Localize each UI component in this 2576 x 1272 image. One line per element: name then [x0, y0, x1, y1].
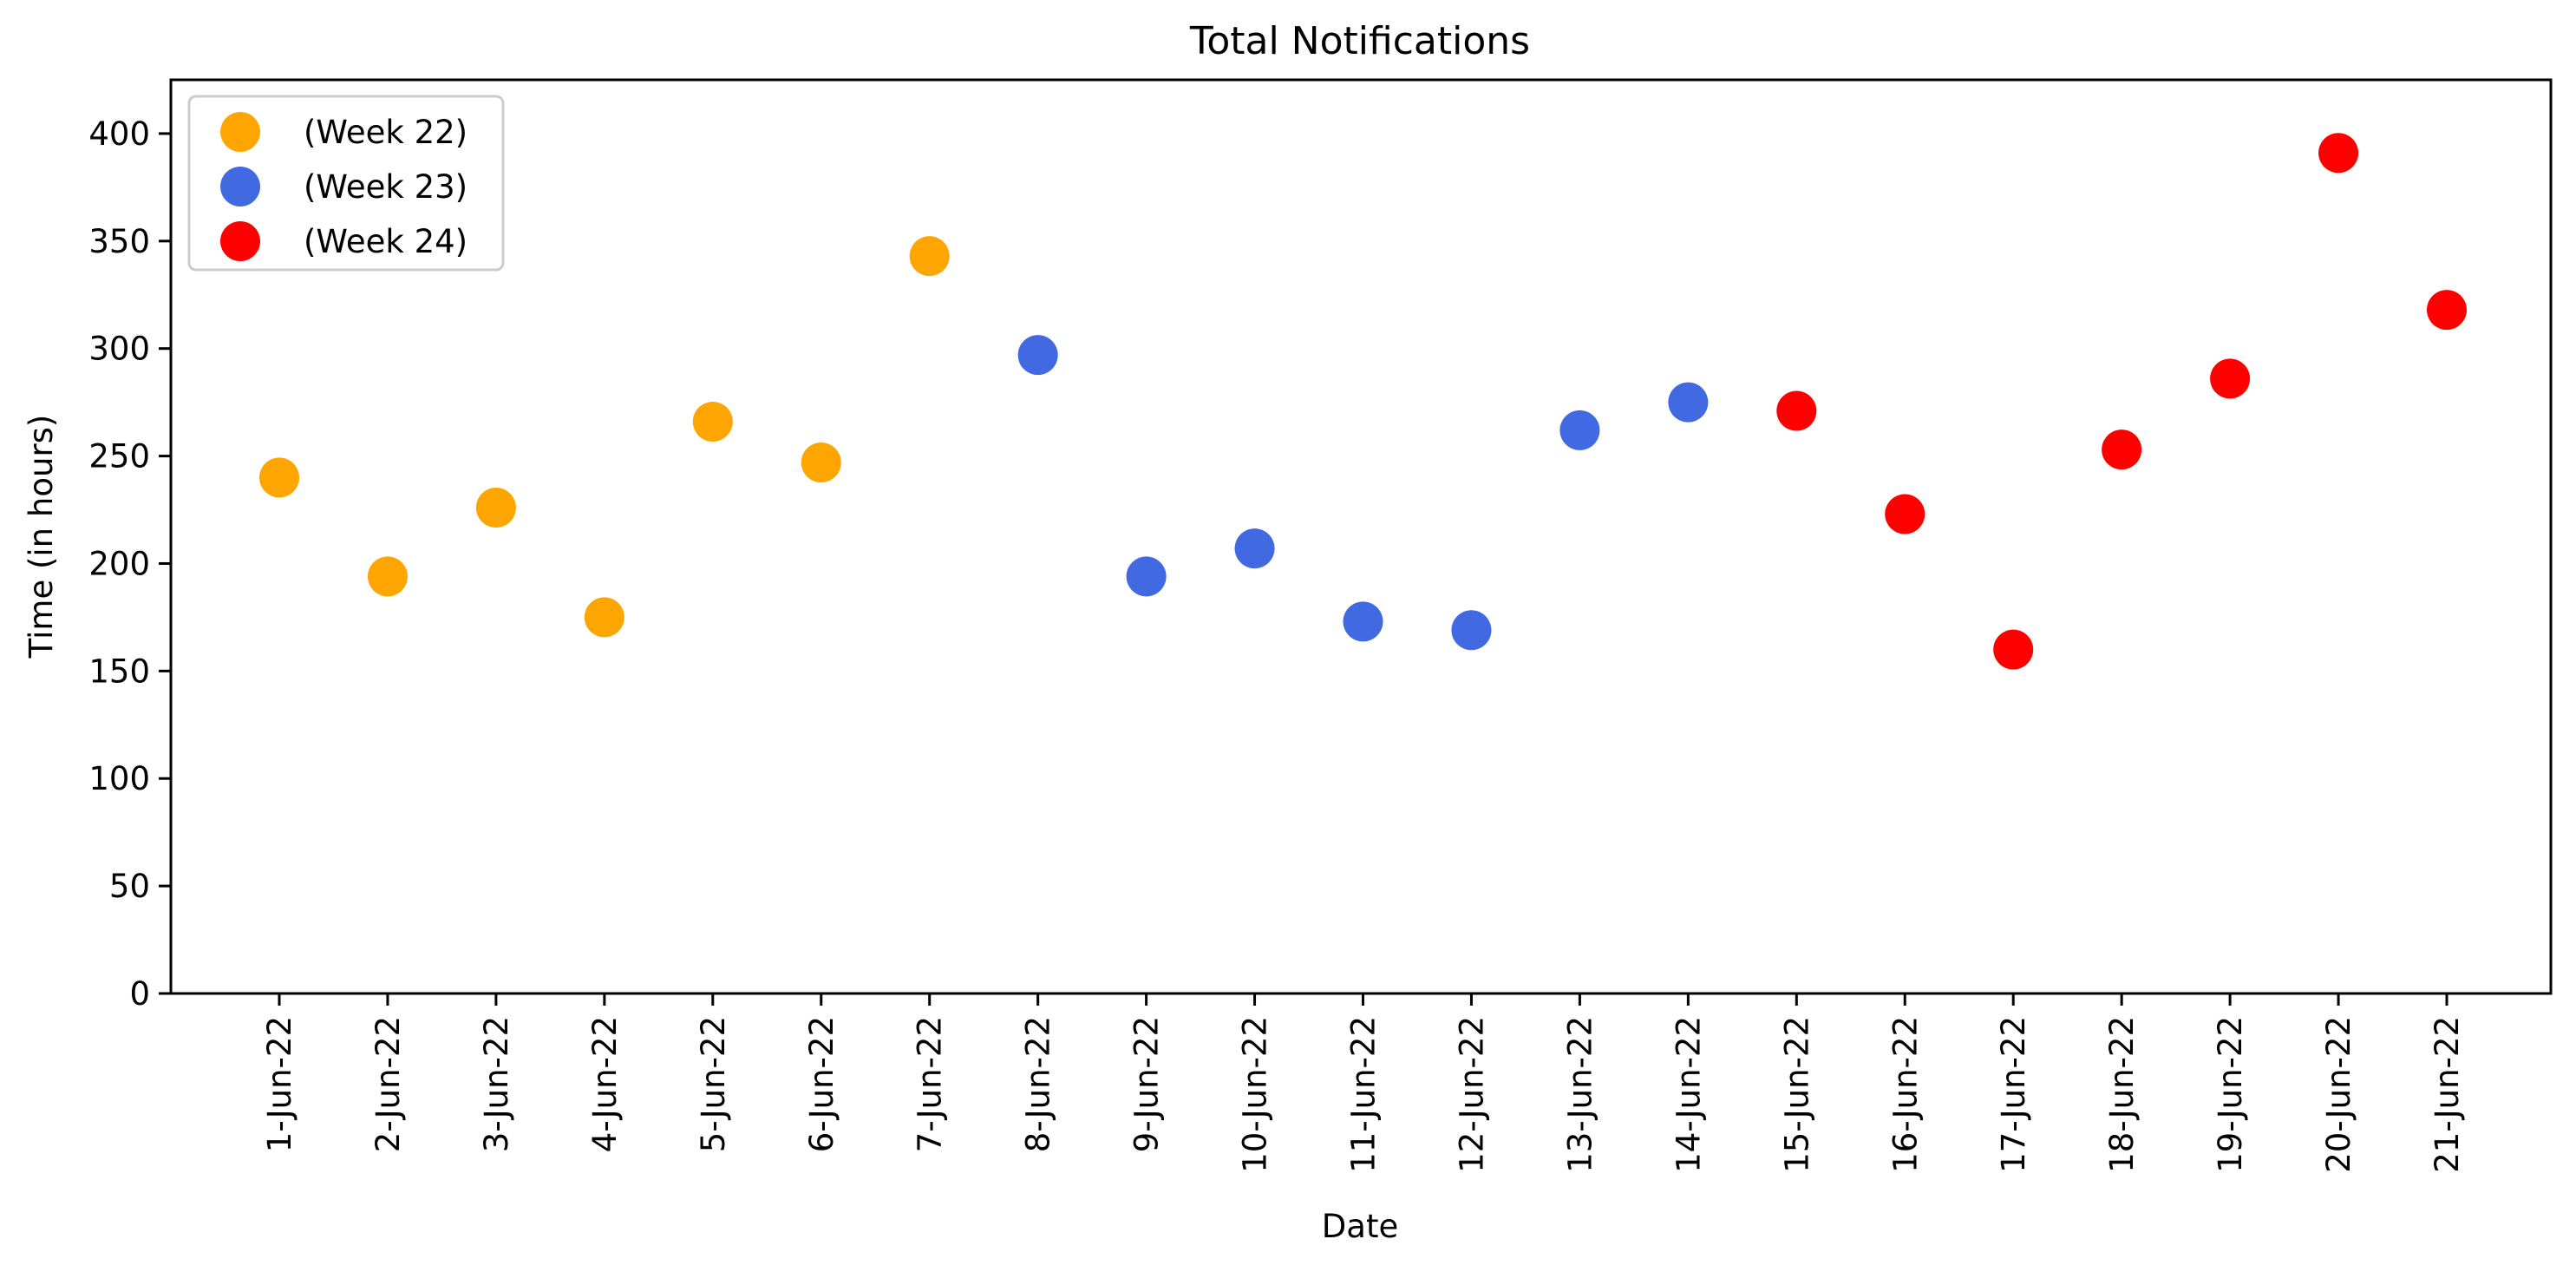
y-tick-label: 400: [88, 115, 150, 153]
x-tick-label: 1-Jun-22: [261, 1016, 298, 1152]
x-tick-label: 4-Jun-22: [586, 1016, 624, 1152]
x-tick-label: 12-Jun-22: [1453, 1016, 1490, 1173]
x-axis-label: Date: [1322, 1208, 1398, 1245]
chart-title: Total Notifications: [1189, 19, 1530, 63]
data-point: [909, 236, 950, 277]
y-tick-label: 100: [88, 760, 150, 797]
data-point: [1776, 390, 1817, 431]
y-axis-ticks: 0 50 100 150 200 250 300 350 400: [88, 115, 171, 1013]
y-tick-label: 0: [129, 975, 150, 1013]
data-point: [2210, 358, 2251, 399]
x-tick-label: 11-Jun-22: [1345, 1016, 1383, 1173]
y-tick-label: 200: [88, 545, 150, 582]
data-points: [259, 133, 2467, 670]
x-tick-label: 2-Jun-22: [369, 1016, 407, 1152]
data-point: [801, 443, 841, 483]
x-tick-label: 18-Jun-22: [2103, 1016, 2141, 1173]
data-point: [1017, 335, 1058, 376]
x-tick-label: 21-Jun-22: [2429, 1016, 2466, 1173]
x-tick-label: 3-Jun-22: [478, 1016, 515, 1152]
legend-marker: [220, 221, 260, 261]
legend-label: (Week 22): [304, 114, 467, 151]
x-tick-label: 14-Jun-22: [1670, 1016, 1707, 1173]
y-tick-label: 350: [88, 223, 150, 260]
x-tick-label: 17-Jun-22: [1995, 1016, 2032, 1173]
y-tick-label: 50: [109, 868, 150, 905]
legend-marker: [220, 112, 260, 152]
legend: (Week 22) (Week 23) (Week 24): [187, 95, 505, 272]
x-tick-label: 19-Jun-22: [2212, 1016, 2249, 1173]
y-axis-label: Time (in hours): [23, 415, 60, 659]
x-tick-label: 9-Jun-22: [1128, 1016, 1166, 1152]
data-point: [259, 457, 299, 498]
legend-marker: [220, 167, 260, 207]
x-tick-label: 16-Jun-22: [1886, 1016, 1924, 1173]
data-point: [1993, 629, 2034, 670]
data-point: [475, 488, 516, 528]
data-point: [1559, 410, 1600, 450]
x-tick-label: 7-Jun-22: [912, 1016, 949, 1152]
data-point: [1668, 382, 1709, 423]
x-axis-ticks: 1-Jun-22 2-Jun-22 3-Jun-22 4-Jun-22 5-Jun-22…: [261, 993, 2466, 1173]
y-tick-label: 300: [88, 331, 150, 368]
plot-area-frame: [169, 78, 2553, 995]
x-tick-label: 20-Jun-22: [2320, 1016, 2357, 1173]
data-point: [1126, 556, 1167, 597]
y-tick-label: 250: [88, 438, 150, 475]
x-tick-label: 15-Jun-22: [1778, 1016, 1815, 1173]
data-point: [692, 401, 733, 442]
data-point: [1885, 494, 1925, 534]
x-tick-label: 8-Jun-22: [1020, 1016, 1057, 1152]
data-point: [2427, 290, 2467, 331]
data-point: [367, 556, 408, 597]
data-point: [1234, 528, 1275, 569]
data-point: [584, 597, 624, 638]
legend-box: [187, 95, 505, 272]
x-tick-label: 6-Jun-22: [803, 1016, 840, 1152]
legend-label: (Week 24): [304, 223, 467, 260]
data-point: [2102, 429, 2142, 470]
x-tick-label: 10-Jun-22: [1237, 1016, 1274, 1173]
data-point: [2318, 133, 2359, 174]
data-point: [1343, 601, 1383, 642]
x-tick-label: 5-Jun-22: [695, 1016, 732, 1152]
y-tick-label: 150: [88, 652, 150, 690]
x-tick-label: 13-Jun-22: [1561, 1016, 1599, 1173]
data-point: [1451, 610, 1492, 651]
legend-label: (Week 23): [304, 168, 467, 206]
